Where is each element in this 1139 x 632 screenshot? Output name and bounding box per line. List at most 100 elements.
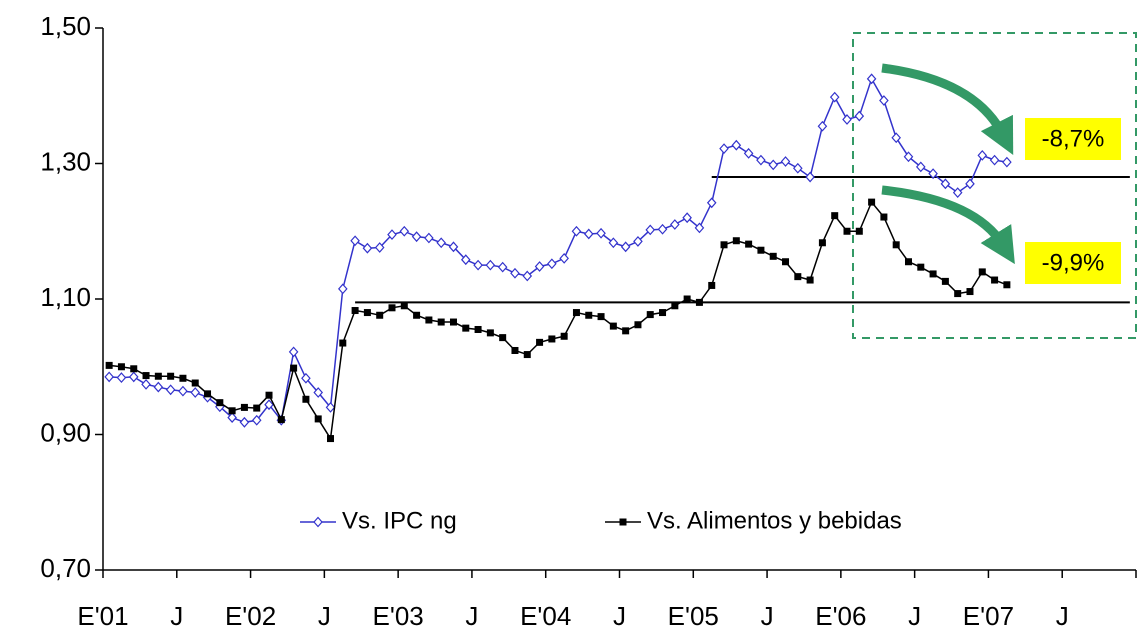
point xyxy=(855,227,863,235)
arrow xyxy=(881,185,1015,265)
point xyxy=(165,384,176,396)
point xyxy=(831,212,839,220)
point xyxy=(413,311,421,319)
point xyxy=(290,364,298,372)
point xyxy=(818,239,826,247)
point xyxy=(609,322,617,330)
x-tick-label: J xyxy=(170,601,183,631)
x-tick-label: E'03 xyxy=(373,601,424,631)
point xyxy=(608,237,619,249)
point xyxy=(264,399,274,411)
point xyxy=(559,252,569,264)
point xyxy=(879,95,889,106)
annotation-box xyxy=(1025,118,1121,160)
point xyxy=(227,412,237,423)
point xyxy=(548,335,556,343)
point xyxy=(854,110,865,122)
point xyxy=(190,387,201,398)
point xyxy=(941,277,949,285)
point xyxy=(597,313,605,321)
point xyxy=(424,232,434,244)
point xyxy=(154,372,162,380)
point xyxy=(596,227,606,239)
point xyxy=(670,219,680,230)
point xyxy=(277,416,285,424)
point xyxy=(965,178,975,190)
y-tick-label: 1,10 xyxy=(40,282,91,312)
point xyxy=(301,372,311,384)
point xyxy=(536,338,544,346)
point xyxy=(634,321,642,329)
point xyxy=(805,171,815,183)
point xyxy=(977,149,988,161)
point xyxy=(351,307,359,315)
legend-marker xyxy=(313,516,323,528)
x-tick-label: E'05 xyxy=(668,601,719,631)
y-tick-label: 0,90 xyxy=(40,417,91,447)
point xyxy=(130,365,138,373)
point xyxy=(917,263,925,271)
point xyxy=(265,391,273,399)
point xyxy=(105,361,113,369)
point xyxy=(706,197,717,209)
point xyxy=(904,258,912,266)
point xyxy=(583,228,594,240)
point xyxy=(866,73,877,85)
point xyxy=(560,332,568,340)
point xyxy=(288,346,299,358)
point xyxy=(794,273,802,281)
point xyxy=(350,235,360,247)
point xyxy=(128,371,139,383)
point xyxy=(388,304,396,312)
point xyxy=(497,261,508,273)
point xyxy=(659,309,667,317)
point xyxy=(374,242,385,253)
point xyxy=(928,168,938,180)
point xyxy=(731,139,742,151)
point xyxy=(989,154,1000,166)
point xyxy=(756,154,766,166)
point xyxy=(387,229,397,241)
point xyxy=(240,403,248,411)
x-tick-label: J xyxy=(1056,601,1069,631)
point xyxy=(1003,281,1011,289)
legend-label: Vs. Alimentos y bebidas xyxy=(647,507,902,534)
point xyxy=(940,178,951,190)
x-tick-label: E'06 xyxy=(815,601,866,631)
point xyxy=(510,267,520,279)
arrow xyxy=(881,63,1014,156)
point xyxy=(903,151,914,163)
point xyxy=(141,378,151,390)
point xyxy=(522,270,533,282)
x-tick-label: J xyxy=(318,601,331,631)
x-tick-label: J xyxy=(465,601,478,631)
point xyxy=(793,162,803,174)
point xyxy=(708,281,716,289)
point xyxy=(892,241,900,249)
point xyxy=(142,372,150,380)
highlight-box xyxy=(852,32,1137,339)
point xyxy=(153,381,164,393)
point xyxy=(646,311,654,319)
point xyxy=(239,416,250,428)
point xyxy=(425,316,433,324)
x-tick-label: E'04 xyxy=(520,601,571,631)
x-tick-label: J xyxy=(761,601,774,631)
point xyxy=(411,231,422,243)
point xyxy=(511,346,519,354)
point xyxy=(585,311,593,319)
point xyxy=(448,241,459,253)
x-tick-label: E'07 xyxy=(963,601,1014,631)
point xyxy=(437,318,445,326)
point xyxy=(915,161,926,173)
point xyxy=(732,237,740,245)
annotation: -9,9% xyxy=(1042,249,1105,276)
y-tick-label: 1,50 xyxy=(40,11,91,41)
point xyxy=(843,227,851,235)
point xyxy=(695,298,703,306)
legend-label: Vs. IPC ng xyxy=(342,507,457,534)
point xyxy=(363,309,371,317)
series-line xyxy=(109,76,1008,424)
point xyxy=(1002,156,1012,168)
